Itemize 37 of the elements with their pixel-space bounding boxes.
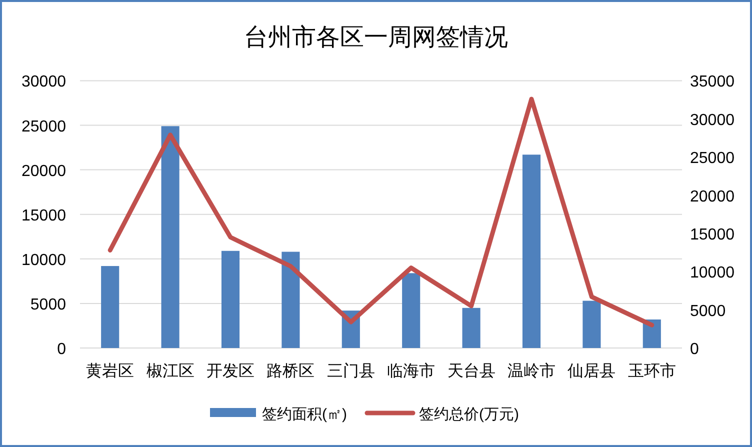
bar (161, 126, 180, 348)
y-tick-label: 10000 (22, 252, 66, 269)
bar (282, 252, 300, 348)
x-tick-label: 黄岩区 (86, 362, 134, 380)
bar (221, 250, 240, 348)
y-tick-label: 5000 (30, 296, 66, 314)
y-tick-label: 0 (57, 341, 66, 358)
bar (462, 308, 480, 348)
y-tick-label: 15000 (22, 207, 66, 224)
x-tick-label: 三门县 (326, 362, 375, 380)
x-tick-label: 仙居县 (568, 363, 616, 380)
legend-label: 签约面积(㎡) (262, 406, 347, 423)
x-tick-label: 天台县 (447, 362, 496, 380)
y2-tick-label: 20000 (690, 188, 735, 206)
y2-tick-label: 35000 (690, 74, 735, 91)
y2-tick-label: 30000 (690, 112, 735, 129)
x-tick-label: 温岭市 (508, 362, 556, 380)
y2-tick-label: 0 (690, 341, 699, 358)
legend-label: 签约总价(万元) (419, 406, 519, 423)
x-tick-label: 椒江区 (146, 362, 194, 380)
bar (522, 154, 541, 348)
y-tick-label: 25000 (22, 118, 66, 136)
x-tick-label: 玉环市 (628, 362, 676, 380)
y-tick-label: 30000 (22, 74, 66, 91)
bar (402, 273, 420, 348)
bar (582, 300, 601, 348)
line-series (108, 96, 654, 328)
x-tick-label: 临海市 (387, 362, 436, 380)
y2-tick-label: 5000 (690, 302, 726, 320)
y-tick-label: 20000 (22, 162, 66, 180)
y2-tick-label: 10000 (690, 264, 735, 282)
x-tick-label: 路桥区 (266, 363, 315, 380)
y2-tick-label: 25000 (690, 150, 735, 168)
x-tick-label: 开发区 (206, 363, 254, 380)
chart-title: 台州市各区一周网签情况 (244, 24, 508, 51)
y2-tick-label: 15000 (690, 226, 735, 244)
bar (101, 266, 120, 348)
